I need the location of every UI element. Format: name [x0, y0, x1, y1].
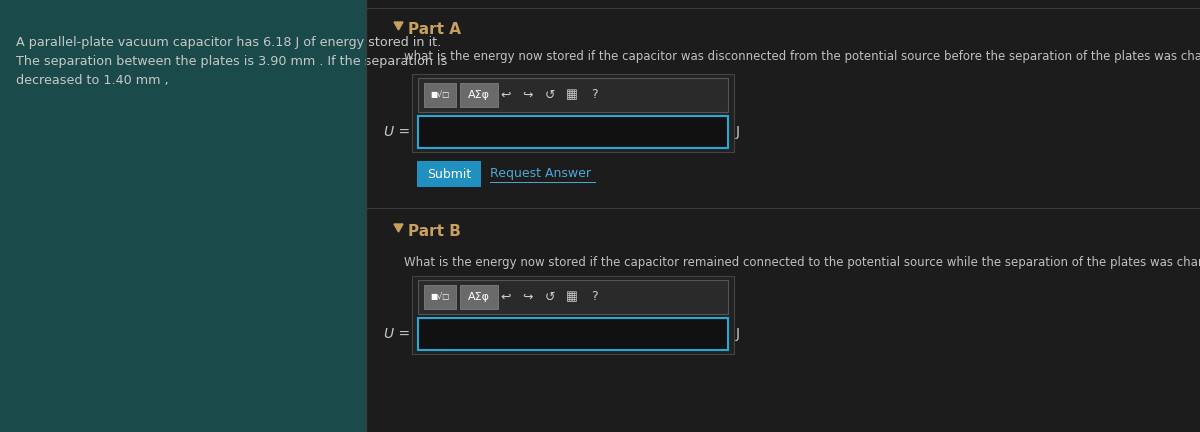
Text: ↩: ↩ — [500, 290, 511, 304]
FancyBboxPatch shape — [418, 280, 728, 314]
Polygon shape — [394, 224, 403, 232]
FancyBboxPatch shape — [460, 83, 498, 107]
FancyBboxPatch shape — [418, 78, 728, 112]
Text: ↺: ↺ — [545, 89, 556, 102]
FancyBboxPatch shape — [424, 83, 456, 107]
Text: ■√□: ■√□ — [431, 292, 450, 302]
Text: ↩: ↩ — [500, 89, 511, 102]
Text: ?: ? — [590, 89, 598, 102]
FancyBboxPatch shape — [418, 161, 481, 187]
Text: ▦: ▦ — [566, 89, 578, 102]
Text: ↪: ↪ — [523, 89, 533, 102]
FancyBboxPatch shape — [0, 0, 366, 432]
Text: ?: ? — [590, 290, 598, 304]
Text: ↺: ↺ — [545, 290, 556, 304]
Text: J: J — [736, 125, 740, 139]
Text: decreased to 1.40 mm ,: decreased to 1.40 mm , — [16, 74, 169, 87]
Text: ↪: ↪ — [523, 290, 533, 304]
Text: ▦: ▦ — [566, 290, 578, 304]
Text: A parallel-plate vacuum capacitor has 6.18 J of energy stored in it.: A parallel-plate vacuum capacitor has 6.… — [16, 36, 442, 49]
Text: Submit: Submit — [427, 168, 472, 181]
Text: ΑΣφ: ΑΣφ — [468, 90, 490, 100]
Text: J: J — [736, 327, 740, 341]
FancyBboxPatch shape — [412, 276, 734, 354]
Text: Request Answer: Request Answer — [490, 168, 592, 181]
Text: ΑΣφ: ΑΣφ — [468, 292, 490, 302]
Text: ■√□: ■√□ — [431, 90, 450, 99]
FancyBboxPatch shape — [460, 285, 498, 309]
Text: what is the energy now stored if the capacitor was disconnected from the potenti: what is the energy now stored if the cap… — [404, 50, 1200, 63]
Text: What is the energy now stored if the capacitor remained connected to the potenti: What is the energy now stored if the cap… — [404, 256, 1200, 269]
Text: Part B: Part B — [408, 224, 461, 239]
FancyBboxPatch shape — [424, 285, 456, 309]
FancyBboxPatch shape — [418, 116, 728, 148]
Text: U =: U = — [384, 125, 410, 139]
Text: The separation between the plates is 3.90 mm . If the separation is: The separation between the plates is 3.9… — [16, 55, 448, 68]
FancyBboxPatch shape — [412, 74, 734, 152]
Text: Part A: Part A — [408, 22, 461, 37]
Text: U =: U = — [384, 327, 410, 341]
Polygon shape — [394, 22, 403, 30]
FancyBboxPatch shape — [418, 318, 728, 350]
